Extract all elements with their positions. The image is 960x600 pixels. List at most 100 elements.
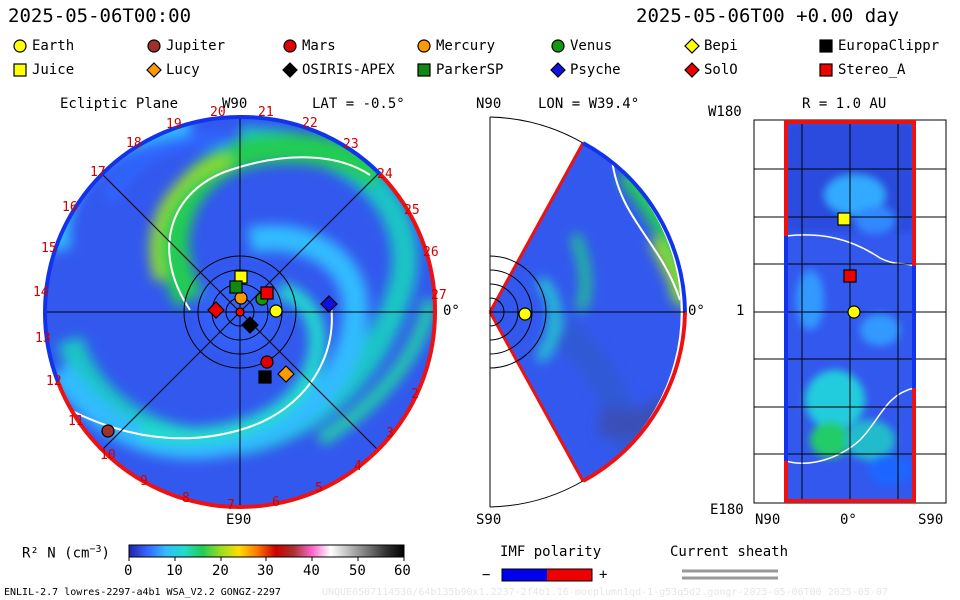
- carrington-ticks: 20 21 22 23 24 25 26 27 19 18 17 16 15 1…: [33, 105, 447, 513]
- legend-item: Mars: [282, 38, 336, 54]
- tick-label: 24: [377, 167, 393, 182]
- tick-label: 6: [272, 495, 280, 510]
- legend-item: SolO: [684, 62, 738, 78]
- ecliptic-boundary-negative-2: [239, 114, 382, 176]
- mars-marker: [260, 355, 274, 369]
- tick-label: 7: [227, 498, 235, 513]
- meridional-top-label: N90: [476, 96, 502, 112]
- mercury-marker: [234, 291, 248, 305]
- tick-label: 2: [411, 387, 419, 402]
- ecliptic-lat-label: LAT = -0.5°: [312, 96, 405, 112]
- colorbar-tick-label: 30: [257, 563, 274, 579]
- sphere-top-left-label: W180: [708, 104, 742, 120]
- legend-item: Venus: [550, 38, 612, 54]
- legend-item: Earth: [12, 38, 74, 54]
- footer-model-info: ENLIL-2.7 lowres-2297-a4b1 WSA_V2.2 GONG…: [4, 587, 281, 598]
- footer-run-id: UNQUE0507114530/64b135b90x1.2237-2f4b1.1…: [322, 587, 888, 598]
- meridional-panel: [488, 116, 687, 508]
- imf-title: IMF polarity: [500, 544, 602, 560]
- sphere-bottom-left-label: E180: [710, 502, 744, 518]
- colorbar-tick-label: 10: [166, 563, 183, 579]
- meridional-edge-south: [488, 311, 585, 482]
- meridional-edge-north: [488, 142, 585, 313]
- legend-label: Stereo_A: [838, 62, 906, 78]
- ecliptic-bodies: [101, 270, 338, 438]
- tick-label: 13: [35, 331, 51, 346]
- diamond-icon: [282, 62, 298, 78]
- lucy-marker: [277, 365, 295, 383]
- psyche-marker: [320, 295, 338, 313]
- parkersp-marker: [229, 280, 243, 294]
- imf-positive-swatch: [547, 569, 592, 581]
- legend-label: Psyche: [570, 62, 621, 78]
- meridional-boundary-lower: [582, 311, 687, 483]
- sphere-x-mid: 0°: [840, 512, 857, 528]
- tick-label: 5: [315, 481, 323, 496]
- legend-item: ParkerSP: [416, 62, 503, 78]
- circle-icon: [13, 39, 27, 53]
- legend-label: Mars: [302, 38, 336, 54]
- tick-label: 17: [90, 165, 106, 180]
- legend-label: SolO: [704, 62, 738, 78]
- meridional-boundary-upper: [582, 141, 687, 313]
- sphere-r-label: R = 1.0 AU: [802, 96, 887, 112]
- square-icon: [819, 39, 833, 53]
- colorbar-tick-label: 0: [124, 563, 133, 579]
- legend-item: Mercury: [416, 38, 495, 54]
- left-timestamp: 2025-05-06T00:00: [8, 5, 192, 27]
- legend-label: Lucy: [166, 62, 200, 78]
- meridional-right-label: 0°: [688, 303, 705, 319]
- imf-plus: +: [599, 567, 608, 583]
- stereo-a-marker: [260, 286, 274, 300]
- colorbar-tick-label: 60: [394, 563, 411, 579]
- legend-item: Stereo_A: [818, 62, 905, 78]
- square-icon: [417, 63, 431, 77]
- ecliptic-top-label: W90: [222, 96, 248, 112]
- legend-label: Mercury: [436, 38, 496, 54]
- tick-label: 25: [404, 203, 420, 218]
- earth-marker: [269, 304, 283, 318]
- colorbar: [128, 544, 405, 558]
- meridional-lon-label: LON = W39.4°: [538, 96, 640, 112]
- diamond-icon: [550, 62, 566, 78]
- ecliptic-title: Ecliptic Plane: [60, 96, 179, 112]
- diamond-icon: [684, 38, 700, 54]
- tick-label: 14: [33, 285, 49, 300]
- square-icon: [13, 63, 27, 77]
- earth-marker: [847, 305, 861, 319]
- colorbar-ticks: [128, 557, 405, 561]
- diamond-icon: [684, 62, 700, 78]
- imf-minus: −: [482, 567, 491, 583]
- legend-item: EuropaClippr: [818, 38, 939, 54]
- legend-item: Bepi: [684, 38, 738, 54]
- circle-icon: [283, 39, 297, 53]
- colorbar-label: R² N (cm−3): [22, 544, 110, 562]
- juice-marker: [837, 212, 851, 226]
- tick-label: 20: [210, 105, 226, 120]
- legend-label: Juice: [32, 62, 75, 78]
- legend-item: Juice: [12, 62, 74, 78]
- legend-item: Psyche: [550, 62, 621, 78]
- colorbar-tick-label: 20: [212, 563, 229, 579]
- tick-label: 9: [140, 474, 148, 489]
- legend-label: Bepi: [704, 38, 738, 54]
- legend-label: Jupiter: [166, 38, 226, 54]
- legend-label: EuropaClippr: [838, 38, 940, 54]
- tick-label: 26: [423, 245, 439, 260]
- ecliptic-right-label: 0°: [443, 303, 460, 319]
- tick-label: 21: [258, 105, 274, 120]
- circle-icon: [417, 39, 431, 53]
- legend-label: ParkerSP: [436, 62, 504, 78]
- ecliptic-boundary-positive: [56, 172, 438, 509]
- meridional-current-sheath: [611, 159, 681, 301]
- legend-item: Lucy: [146, 62, 200, 78]
- osiris-apex-marker: [241, 316, 259, 334]
- legend-label: OSIRIS-APEX: [302, 62, 395, 78]
- tick-label: 18: [126, 136, 142, 151]
- legend-label: Venus: [570, 38, 613, 54]
- legend-item: OSIRIS-APEX: [282, 62, 395, 78]
- sphere-panel: [753, 119, 947, 504]
- ecliptic-bottom-label: E90: [226, 512, 252, 528]
- colorbar-tick-label: 50: [349, 563, 366, 579]
